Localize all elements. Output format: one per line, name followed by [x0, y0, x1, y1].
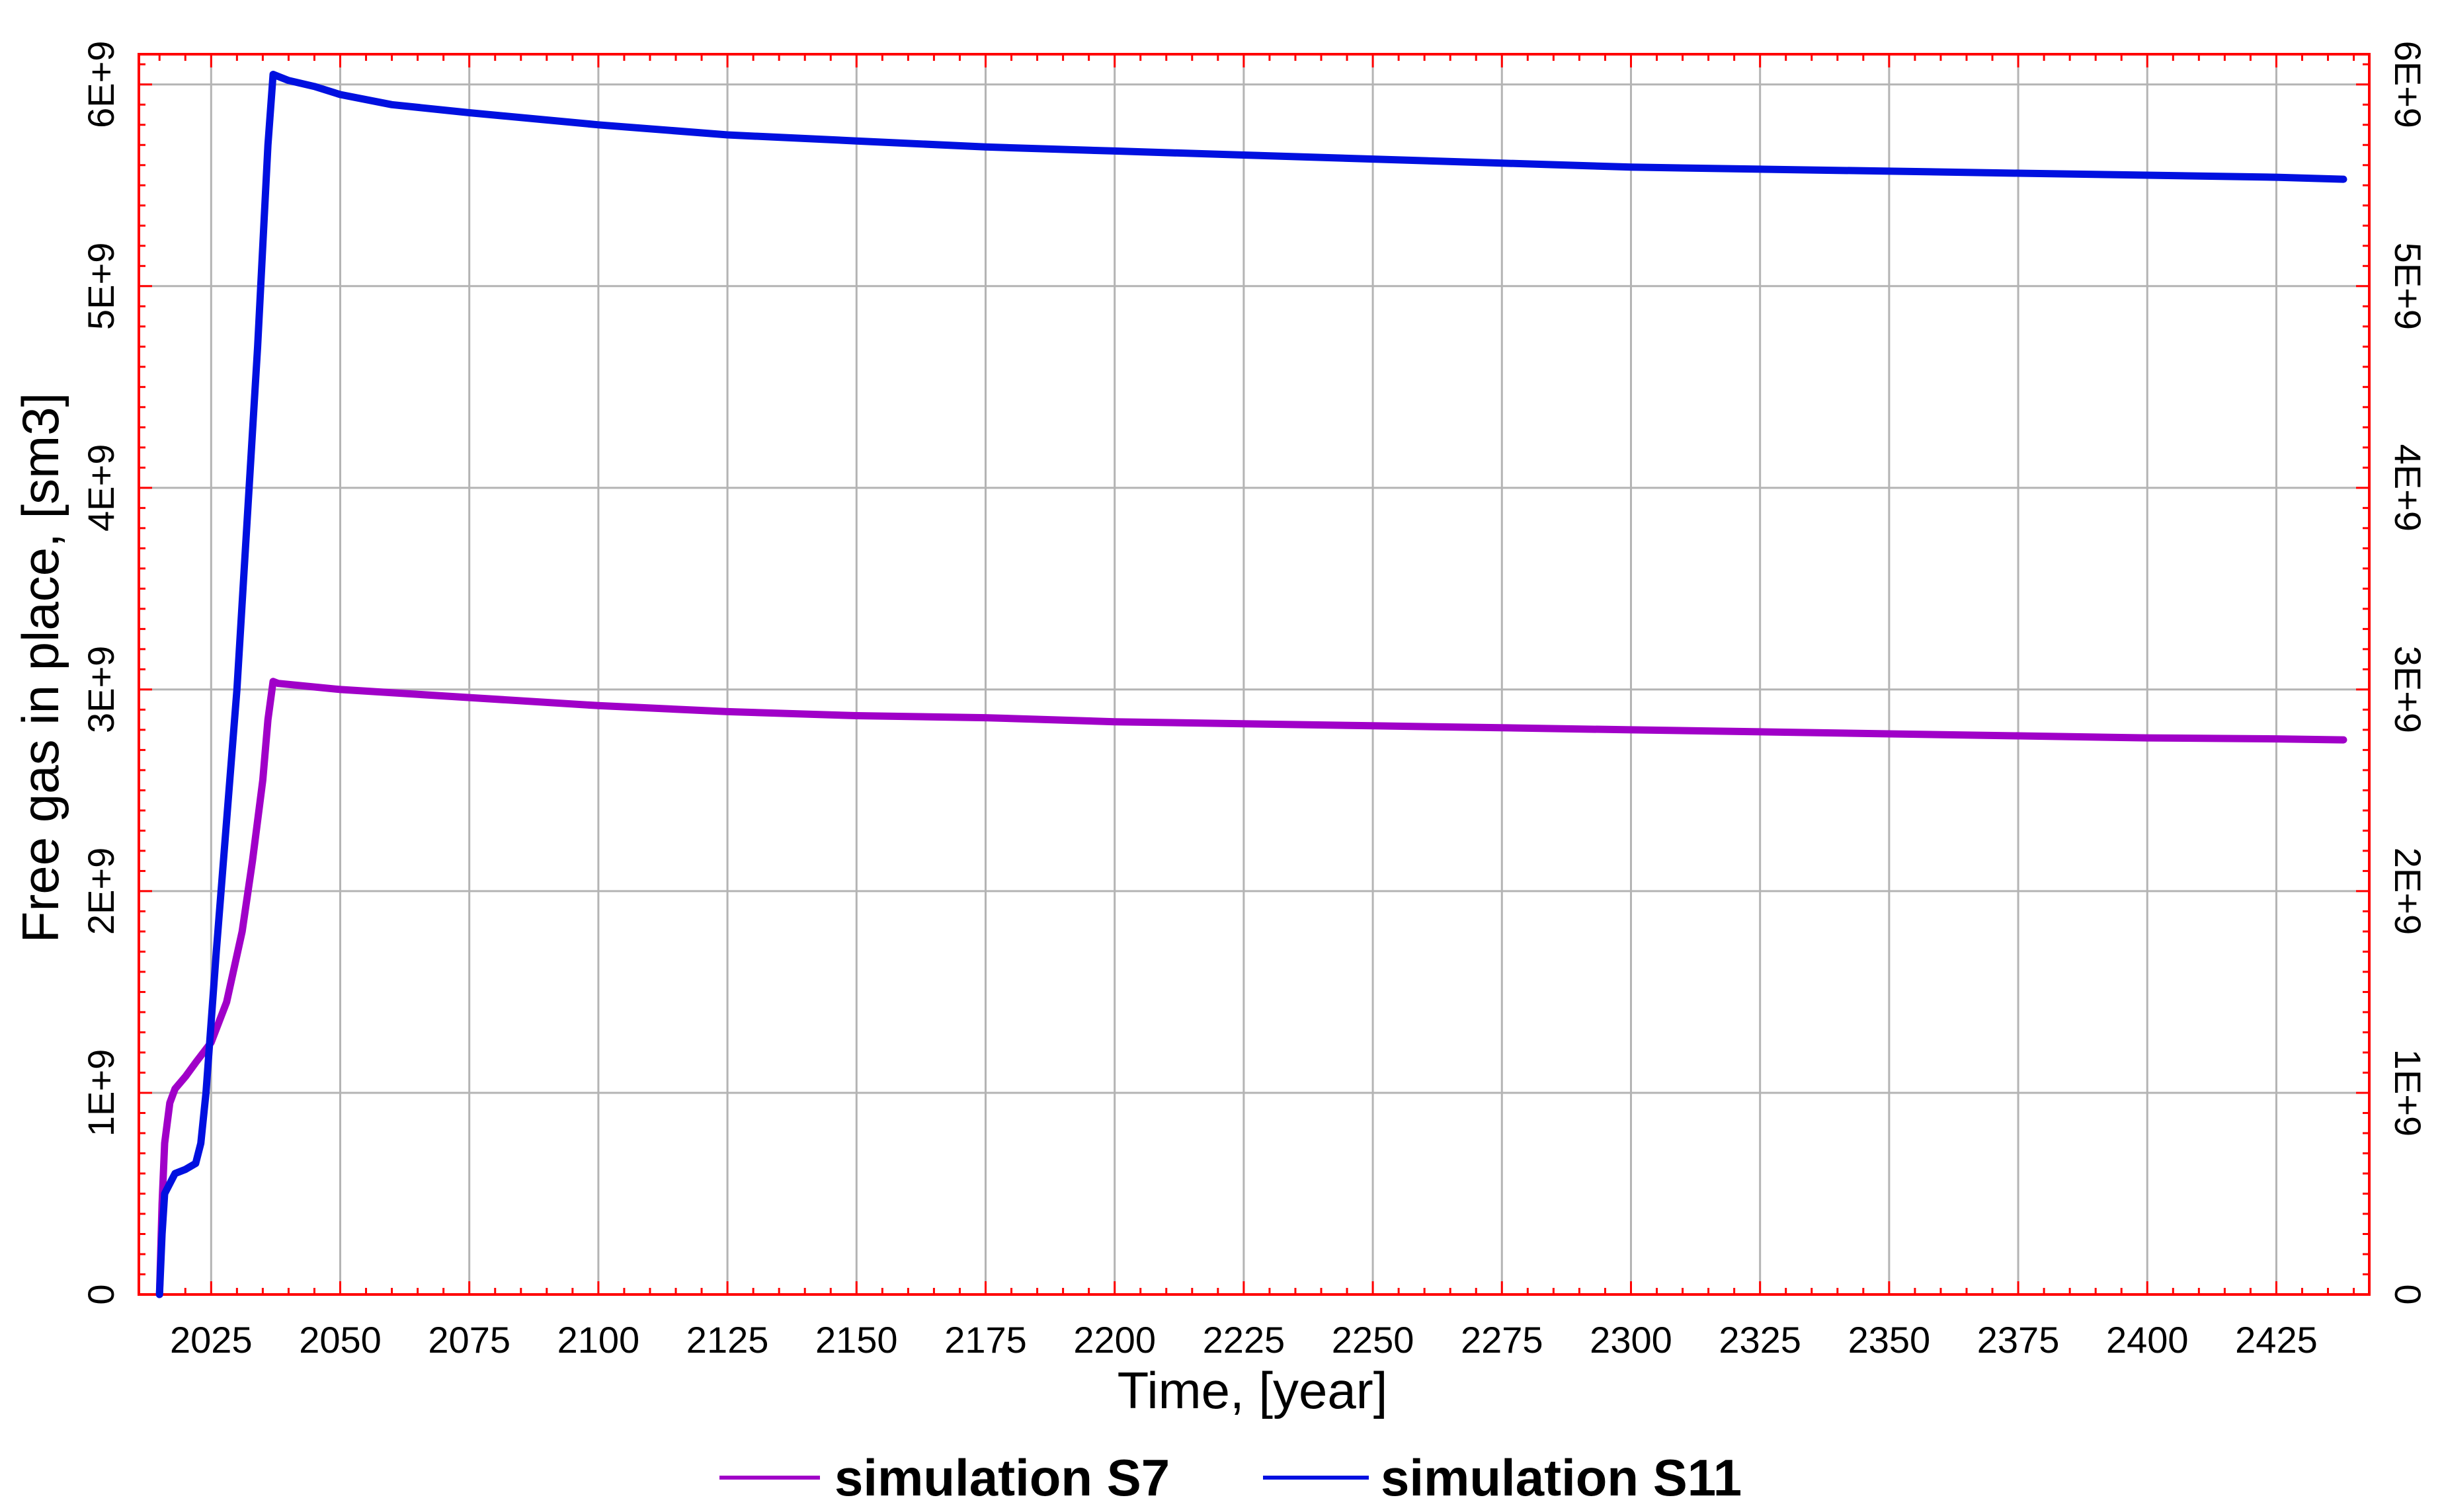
y-tick-label-right: 2E+9 — [2387, 848, 2429, 935]
x-tick-labels: 2025 2050 2075 2100 2125 2150 2175 2200 2225 2250… — [170, 1319, 2318, 1361]
x-tick-label: 2125 — [686, 1319, 769, 1361]
legend-label-s7: simulation S7 — [835, 1449, 1170, 1507]
x-tick-label: 2225 — [1203, 1319, 1285, 1361]
y-tick-label-left: 1E+9 — [80, 1049, 122, 1136]
y-tick-labels-left: 0 1E+9 2E+9 3E+9 4E+9 5E+9 6E+9 — [80, 41, 122, 1305]
y-tick-label-right: 1E+9 — [2387, 1049, 2429, 1136]
x-tick-label: 2425 — [2235, 1319, 2318, 1361]
y-tick-label-left: 6E+9 — [80, 41, 122, 128]
x-axis-label: Time, [year] — [1118, 1361, 1388, 1419]
x-tick-label: 2300 — [1590, 1319, 1672, 1361]
x-tick-label: 2200 — [1073, 1319, 1156, 1361]
y-tick-label-right: 4E+9 — [2387, 444, 2429, 532]
y-tick-label-left: 4E+9 — [80, 444, 122, 532]
y-tick-label-right: 0 — [2387, 1284, 2429, 1304]
x-tick-label: 2250 — [1332, 1319, 1414, 1361]
y-tick-label-left: 3E+9 — [80, 646, 122, 733]
legend: simulation S7 simulation S11 — [719, 1449, 1742, 1507]
minor-ticks — [139, 54, 2369, 1296]
y-axis-label: Free gas in place, [sm3] — [11, 393, 69, 943]
y-tick-label-right: 6E+9 — [2387, 41, 2429, 128]
x-tick-label: 2375 — [1977, 1319, 2060, 1361]
x-tick-label: 2400 — [2106, 1319, 2189, 1361]
x-tick-label: 2075 — [428, 1319, 510, 1361]
x-tick-label: 2100 — [557, 1319, 640, 1361]
x-tick-label: 2150 — [815, 1319, 898, 1361]
x-tick-label: 2275 — [1461, 1319, 1543, 1361]
y-tick-label-left: 5E+9 — [80, 243, 122, 330]
x-tick-label: 2050 — [299, 1319, 382, 1361]
series-line-simulation-s11 — [155, 71, 2347, 1298]
series-line-simulation-s7 — [155, 678, 2347, 1298]
y-tick-labels-right: 0 1E+9 2E+9 3E+9 4E+9 5E+9 6E+9 — [2387, 41, 2429, 1305]
series-layer — [155, 71, 2347, 1298]
plot-frame — [138, 53, 2371, 1296]
y-tick-label-right: 5E+9 — [2387, 243, 2429, 330]
grid-lines — [139, 54, 2369, 1294]
x-tick-label: 2325 — [1719, 1319, 1801, 1361]
x-tick-label: 2350 — [1848, 1319, 1931, 1361]
y-tick-label-left: 0 — [80, 1284, 122, 1304]
x-tick-label: 2175 — [944, 1319, 1027, 1361]
y-tick-label-right: 3E+9 — [2387, 646, 2429, 733]
legend-label-s11: simulation S11 — [1381, 1449, 1742, 1507]
x-tick-label: 2025 — [170, 1319, 253, 1361]
y-tick-label-left: 2E+9 — [80, 848, 122, 935]
